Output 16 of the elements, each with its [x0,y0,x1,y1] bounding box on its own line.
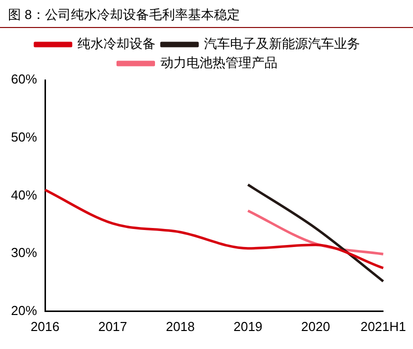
y-tick-label: 20% [10,302,38,318]
legend-label: 动力电池热管理产品 [160,55,278,70]
y-tick-label: 30% [10,245,38,260]
chart-title: 图 8：公司纯水冷却设备毛利率基本稳定 [0,0,413,28]
x-tick-label: 2019 [233,318,262,334]
x-tick-label: 2018 [166,318,195,334]
x-tick-label: 2021H1 [360,318,406,334]
y-tick-label: 60% [10,72,38,87]
legend-label: 汽车电子及新能源汽车业务 [204,36,360,52]
x-tick-label: 2020 [301,318,330,334]
legend-label: 纯水冷却设备 [78,36,156,52]
y-tick-label: 50% [10,129,38,144]
x-tick-label: 2017 [98,318,128,334]
y-tick-label: 40% [10,187,38,202]
line-series [44,188,384,270]
x-tick-label: 2016 [30,318,60,334]
